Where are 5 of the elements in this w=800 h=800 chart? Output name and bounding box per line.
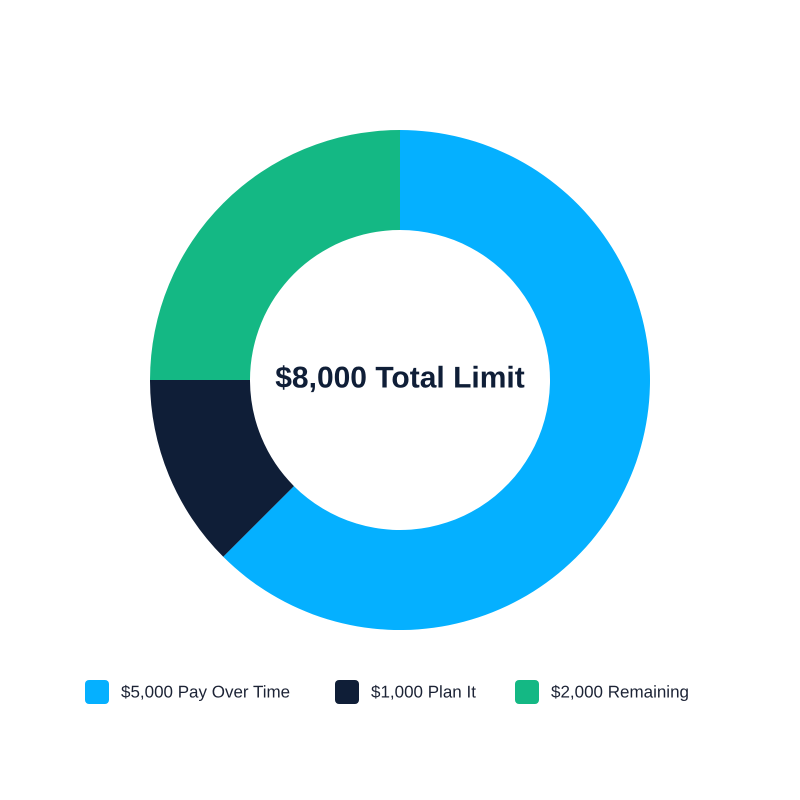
legend-label: $1,000 Plan It	[371, 682, 476, 702]
text: $8,000 Total Limit	[275, 362, 525, 394]
legend-label: $2,000 Remaining	[551, 682, 689, 702]
donut-slice	[223, 130, 650, 630]
legend-label: $5,000 Pay Over Time	[121, 682, 290, 702]
